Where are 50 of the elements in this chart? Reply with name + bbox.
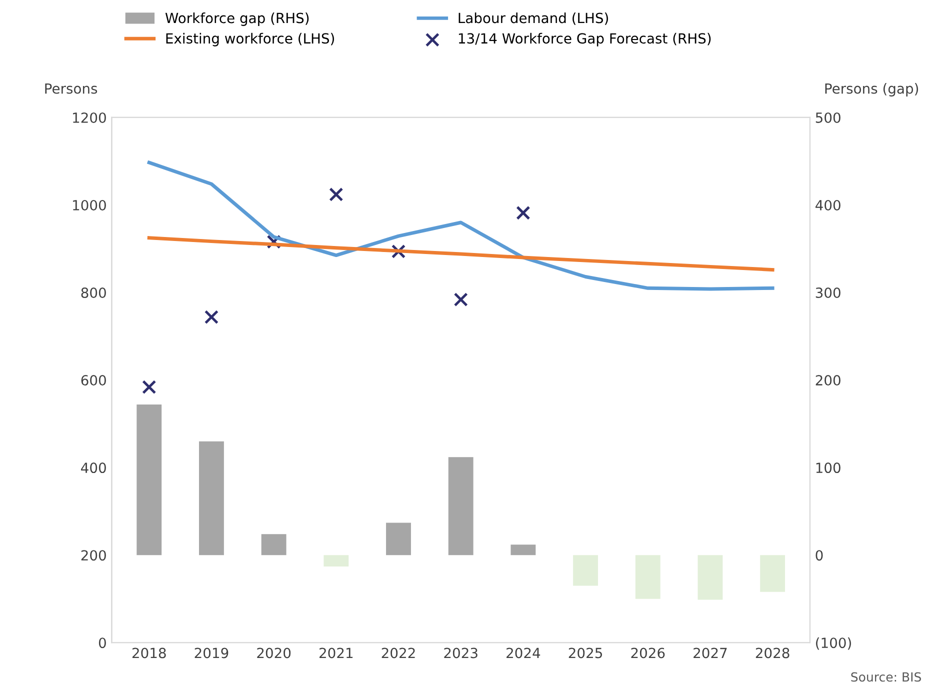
point (516, 206, 530, 220)
bar (199, 441, 224, 556)
y-axis-title: Persons (45, 83, 98, 94)
bar (760, 555, 786, 592)
y2-tick-label: 300 (816, 287, 840, 298)
x-tick-label: 2018 (132, 648, 166, 658)
x-tick-label: 2019 (194, 648, 228, 658)
legend-label: Labour demand (LHS) (458, 12, 608, 25)
bar (448, 457, 474, 556)
y-tick-label: 0 (98, 638, 106, 648)
y-tick-label: 1200 (73, 112, 106, 123)
y2-tick-label: 200 (816, 375, 840, 386)
x-tick-label: 2022 (382, 648, 415, 658)
x-tick-label: 2026 (631, 648, 665, 658)
point (142, 380, 156, 394)
y-tick-label: 200 (81, 550, 106, 561)
bar (386, 522, 411, 556)
point (329, 187, 344, 202)
y2-tick-label: 500 (816, 112, 840, 123)
y2-axis-title: Persons (gap) (825, 83, 918, 96)
x-tick-label: 2020 (257, 648, 291, 658)
line-series (147, 236, 774, 272)
legend-label: Workforce gap (RHS) (165, 12, 309, 26)
y2-tick-label: 0 (816, 550, 823, 561)
y2-tick-label: 400 (816, 200, 840, 210)
source-note: Source: BIS (851, 672, 921, 682)
x-tick-label: 2027 (694, 648, 727, 658)
bar (510, 544, 536, 556)
x-tick-label: 2023 (444, 648, 478, 658)
line-series (147, 160, 774, 291)
x-tick-label: 2028 (756, 648, 790, 658)
legend-label: Existing workforce (LHS) (166, 32, 334, 46)
y-tick-label: 600 (81, 375, 106, 386)
y-tick-label: 800 (81, 287, 106, 298)
x-tick-label: 2024 (506, 648, 540, 658)
y-tick-label: 1000 (73, 200, 106, 210)
bar (698, 555, 723, 600)
bar (136, 404, 162, 556)
y2-tick-label: (100) (816, 637, 851, 650)
bar (573, 555, 598, 586)
point (204, 310, 219, 324)
bar (635, 555, 660, 599)
bar (324, 555, 349, 566)
legend-label: 13/14 Workforce Gap Forecast (RHS) (458, 32, 711, 46)
y-tick-label: 400 (81, 462, 106, 474)
x-tick-label: 2021 (320, 648, 353, 658)
y2-tick-label: 100 (816, 462, 840, 474)
x-tick-label: 2025 (568, 648, 602, 658)
point (454, 292, 468, 307)
bar (261, 534, 286, 556)
